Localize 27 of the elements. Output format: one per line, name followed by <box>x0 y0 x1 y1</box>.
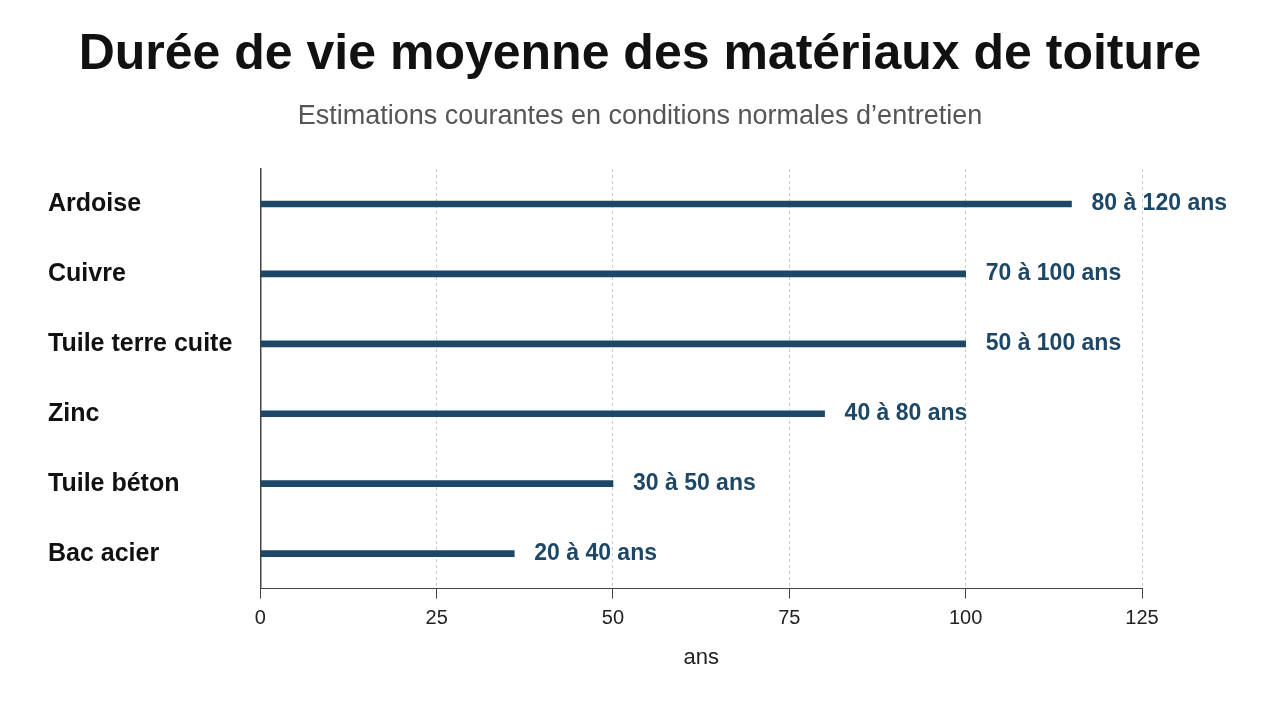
bar <box>260 340 966 348</box>
x-tick-label: 25 <box>425 606 448 629</box>
chart-title: Durée de vie moyenne des matériaux de toiture <box>77 23 1203 82</box>
y-tick-label: Bac acier <box>48 537 160 566</box>
y-tick-label: Tuile terre cuite <box>48 327 233 356</box>
y-tick-label: Zinc <box>48 397 100 426</box>
x-tick-label: 100 <box>948 606 983 629</box>
bar <box>260 480 614 488</box>
x-tick-label: 0 <box>254 606 266 629</box>
annotation: 40 à 80 ans <box>844 399 968 426</box>
annotation: 80 à 120 ans <box>1091 189 1228 216</box>
x-tick-label: 125 <box>1125 606 1159 629</box>
annotation: 30 à 50 ans <box>632 469 756 496</box>
y-tick-label: Ardoise <box>48 187 142 216</box>
bar <box>260 550 515 557</box>
y-tick-label: Cuivre <box>48 257 126 286</box>
bar <box>260 410 825 418</box>
bar <box>260 200 1072 208</box>
annotation: 20 à 40 ans <box>534 538 658 565</box>
chart-subtitle: Estimations courantes en conditions normales d’entretien <box>296 99 984 132</box>
x-tick-label: 75 <box>778 606 801 629</box>
x-tick-label: 50 <box>601 606 625 629</box>
annotation: 70 à 100 ans <box>985 259 1122 286</box>
x-axis-title: ans <box>683 643 719 669</box>
annotation: 50 à 100 ans <box>985 329 1122 356</box>
y-tick-label: Tuile béton <box>48 467 180 496</box>
bar <box>260 270 966 278</box>
